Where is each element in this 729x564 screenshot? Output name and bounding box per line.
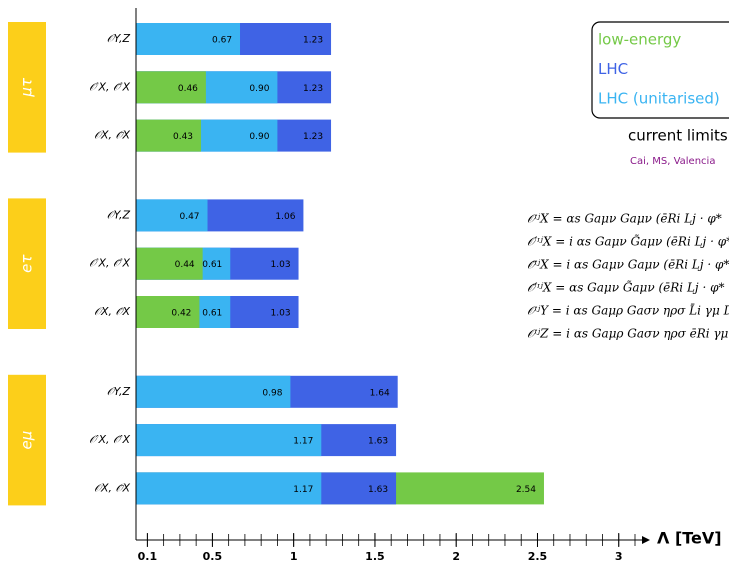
x-tick-label: 2 — [452, 550, 460, 563]
value-label: 0.61 — [202, 309, 222, 319]
value-label: 1.17 — [293, 437, 313, 447]
value-label: 0.90 — [249, 84, 269, 94]
value-label: 1.06 — [275, 212, 295, 222]
bar — [136, 23, 241, 55]
value-label: 1.03 — [271, 260, 291, 270]
group-tab — [8, 198, 46, 329]
value-label: 1.64 — [370, 388, 390, 398]
value-label: 1.63 — [368, 437, 388, 447]
value-label: 0.47 — [179, 212, 199, 222]
value-label: 0.43 — [173, 132, 193, 142]
group-tab — [8, 22, 46, 153]
group-label: eμ — [18, 431, 36, 450]
bar — [136, 247, 203, 280]
bar — [136, 375, 291, 408]
equation: 𝒪′ᶦʲX = i αs Gaμν G̃aμν (ēRi Lj · φ* — [527, 233, 729, 248]
x-axis-label: Λ [TeV] — [657, 529, 722, 548]
y-tick-label: 𝒪′X, 𝒪̄′X — [89, 257, 130, 270]
y-tick-label: 𝒪X, 𝒪̄X — [94, 129, 130, 142]
credit: Cai, MS, Valencia — [630, 156, 715, 167]
value-label: 0.46 — [178, 84, 198, 94]
bar — [136, 71, 206, 104]
bar — [136, 119, 202, 152]
group-label: eτ — [18, 254, 36, 273]
value-label: 1.23 — [303, 36, 323, 46]
y-tick-label: 𝒪′X, 𝒪̄′X — [89, 433, 130, 446]
value-label: 0.98 — [262, 388, 282, 398]
value-label: 1.17 — [293, 485, 313, 495]
y-tick-label: 𝒪Y,Z — [107, 385, 131, 398]
y-tick-label: 𝒪X, 𝒪̄X — [94, 481, 130, 494]
group-tab — [8, 374, 46, 506]
x-axis-arrow — [642, 536, 650, 544]
value-label: 1.23 — [303, 132, 323, 142]
group-label: μτ — [18, 77, 36, 98]
equation: 𝒪ᶦʲZ = i αs Gaμρ Gaσν ηρσ ēRi γμ Dν — [527, 327, 729, 341]
legend-entry: LHC (unitarised) — [598, 90, 720, 108]
equation: 𝒪̄ᶦʲX = i αs Gaμν Gaμν (ēRi Lj · φ* — [527, 258, 729, 272]
equation: 𝒪ᶦʲX = αs Gaμν Gaμν (ēRi Lj · φ* — [527, 212, 722, 226]
x-tick-label: 0.1 — [138, 550, 158, 563]
y-tick-label: 𝒪X, 𝒪̄X — [94, 305, 130, 318]
value-label: 1.63 — [368, 485, 388, 495]
equation: 𝒪ᶦʲY = i αs Gaμρ Gaσν ηρσ L̄i γμ Dν — [527, 302, 729, 317]
bar — [136, 472, 322, 505]
bar — [136, 296, 200, 328]
x-tick-label: 3 — [615, 550, 623, 563]
value-label: 0.61 — [202, 260, 222, 270]
x-tick-label: 2.5 — [528, 550, 548, 563]
value-label: 0.90 — [249, 132, 269, 142]
equation: 𝒪̄′ᶦʲX = αs Gaμν G̃aμν (ēRi Lj · φ* — [527, 279, 724, 294]
value-label: 1.23 — [303, 84, 323, 94]
legend-title: current limits — [628, 127, 728, 145]
legend-entry: low-energy — [598, 31, 681, 49]
legend-box — [591, 21, 729, 119]
y-tick-label: 𝒪Y,Z — [107, 208, 131, 221]
x-tick-label: 1.5 — [365, 550, 385, 563]
value-label: 2.54 — [516, 485, 536, 495]
value-label: 0.42 — [171, 309, 191, 319]
legend-entry: LHC — [598, 60, 628, 78]
y-tick-label: 𝒪Y,Z — [107, 32, 131, 45]
bar — [136, 424, 322, 457]
value-label: 0.44 — [175, 260, 195, 270]
x-tick-label: 0.5 — [203, 550, 223, 563]
bar — [136, 199, 208, 232]
value-label: 1.03 — [271, 309, 291, 319]
value-label: 0.67 — [212, 36, 232, 46]
y-tick-label: 𝒪′X, 𝒪̄′X — [89, 80, 130, 93]
x-tick-label: 1 — [290, 550, 298, 563]
